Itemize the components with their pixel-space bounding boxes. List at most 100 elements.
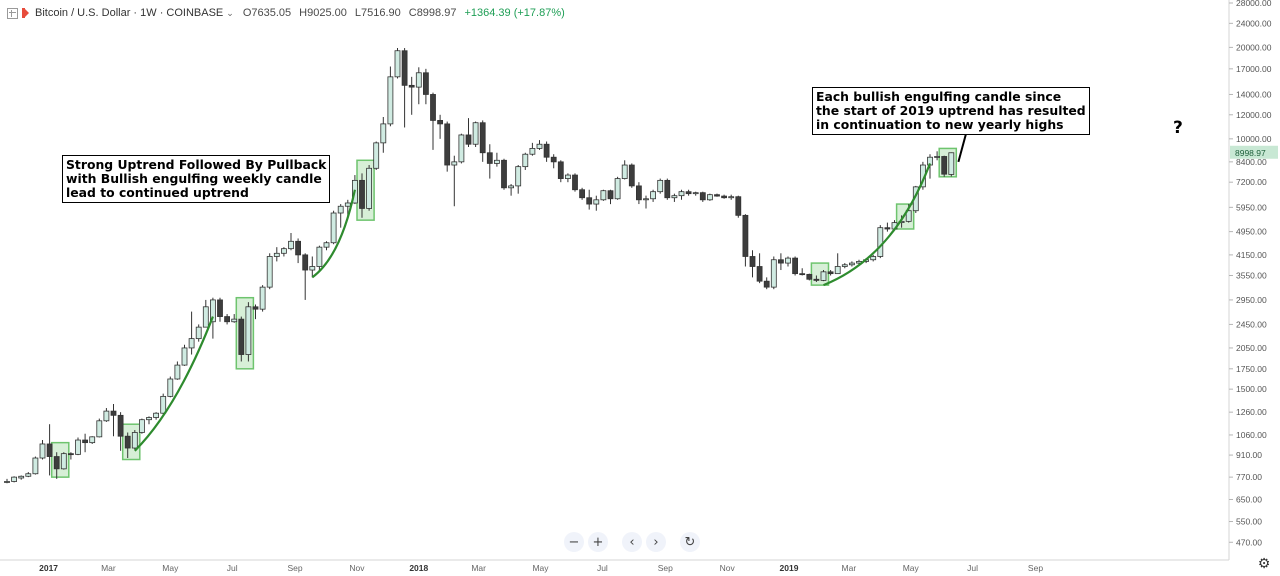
candle-body xyxy=(714,194,720,197)
candle-body xyxy=(742,214,749,257)
candle-body xyxy=(245,306,252,355)
price-tick-label: 20000.00 xyxy=(1236,42,1272,52)
candle-body xyxy=(302,254,309,271)
annotation-right-line: Each bullish engulfing candle since xyxy=(816,89,1062,104)
candle-body xyxy=(650,191,656,200)
scroll-left-button[interactable]: ‹ xyxy=(622,532,642,552)
candle-body xyxy=(756,266,763,282)
chart-controls: − + ‹ › ↻ xyxy=(564,532,700,552)
candle-body xyxy=(735,196,742,216)
candle-body xyxy=(273,252,280,257)
candle-body xyxy=(515,166,522,187)
candle-body xyxy=(131,432,138,449)
candle-body xyxy=(96,420,103,438)
candle-body xyxy=(202,306,209,328)
price-tick-label: 910.00 xyxy=(1236,450,1262,460)
collapse-icon[interactable] xyxy=(7,7,18,19)
candle-body xyxy=(486,152,493,164)
chevron-down-icon[interactable]: ⌄ xyxy=(226,7,234,18)
candle-body xyxy=(586,197,593,205)
candle-body xyxy=(664,179,671,199)
candle-body xyxy=(366,167,373,209)
candle-body xyxy=(934,156,940,158)
time-tick-label: May xyxy=(532,563,549,573)
candle-body xyxy=(941,156,948,175)
candle-body xyxy=(160,395,167,414)
candle-body xyxy=(827,271,834,275)
candle-body xyxy=(501,159,507,189)
candle-body xyxy=(280,248,287,254)
candle-body xyxy=(373,142,380,169)
price-tick-label: 770.00 xyxy=(1236,472,1262,482)
price-tick-label: 2450.00 xyxy=(1236,319,1267,329)
time-tick-label: Jul xyxy=(227,563,238,573)
candle-body xyxy=(387,76,394,125)
candle-body xyxy=(394,50,401,78)
candle-body xyxy=(316,246,323,267)
candle-body xyxy=(699,192,706,201)
candle-body xyxy=(636,185,642,201)
change-value: +1364.39 (+17.87%) xyxy=(464,7,565,19)
candle-body xyxy=(209,299,216,323)
candle-body xyxy=(217,299,223,317)
candle-body xyxy=(75,439,81,455)
candle-body xyxy=(415,72,422,88)
candle-body xyxy=(792,257,798,275)
candle-body xyxy=(458,134,465,163)
price-tick-label: 5950.00 xyxy=(1236,202,1267,212)
price-tick-label: 17000.00 xyxy=(1236,64,1272,74)
candle-body xyxy=(288,240,294,250)
candle-body xyxy=(593,199,600,205)
price-tick-label: 1260.00 xyxy=(1236,407,1267,417)
candle-body xyxy=(820,271,827,281)
low-value: L7516.90 xyxy=(354,7,401,19)
time-tick-label: Jul xyxy=(967,563,978,573)
time-tick-label: Mar xyxy=(842,563,857,573)
candle-body xyxy=(877,227,884,257)
candle-body xyxy=(834,266,841,275)
candle-body xyxy=(493,159,500,164)
candle-body xyxy=(849,262,855,266)
candle-body xyxy=(799,273,806,276)
candle-body xyxy=(330,212,337,244)
time-tick-label: 2017 xyxy=(39,563,58,573)
price-tick-label: 4150.00 xyxy=(1236,250,1267,260)
candle-body xyxy=(543,143,550,158)
candle-body xyxy=(707,194,713,201)
candle-body xyxy=(643,198,649,201)
price-tick-label: 1060.00 xyxy=(1236,430,1267,440)
last-price-label: 8998.97 xyxy=(1235,148,1266,158)
scroll-right-button[interactable]: › xyxy=(646,532,666,552)
zoom-in-button[interactable]: + xyxy=(588,532,608,552)
candle-body xyxy=(508,185,515,189)
candle-body xyxy=(344,202,351,207)
settings-gear-icon[interactable]: ⚙ xyxy=(1257,556,1271,572)
candle-body xyxy=(266,256,273,288)
candle-body xyxy=(565,174,571,179)
price-tick-label: 10000.00 xyxy=(1236,134,1272,144)
annotation-left: Strong Uptrend Followed By Pullback with… xyxy=(62,155,331,203)
candle-body xyxy=(68,453,74,456)
zoom-out-button[interactable]: − xyxy=(564,532,584,552)
candle-body xyxy=(692,192,699,195)
reset-button[interactable]: ↻ xyxy=(680,532,700,552)
candle-body xyxy=(408,84,415,88)
question-mark: ? xyxy=(1173,118,1183,138)
trend-curve xyxy=(823,163,932,287)
candle-body xyxy=(231,318,238,323)
candle-body xyxy=(905,210,912,222)
price-tick-label: 28000.00 xyxy=(1236,0,1272,8)
candle-body xyxy=(181,347,188,366)
price-tick-label: 550.00 xyxy=(1236,517,1262,527)
candle-body xyxy=(579,189,585,199)
candle-body xyxy=(110,410,117,416)
candle-body xyxy=(671,195,678,199)
symbol-label[interactable]: Bitcoin / U.S. Dollar · 1W · COINBASE xyxy=(35,7,224,19)
candle-body xyxy=(763,280,770,288)
candle-body xyxy=(53,456,60,470)
candle-body xyxy=(628,164,635,187)
candle-body xyxy=(550,156,557,163)
price-tick-label: 470.00 xyxy=(1236,537,1262,547)
price-tick-label: 7200.00 xyxy=(1236,177,1267,187)
